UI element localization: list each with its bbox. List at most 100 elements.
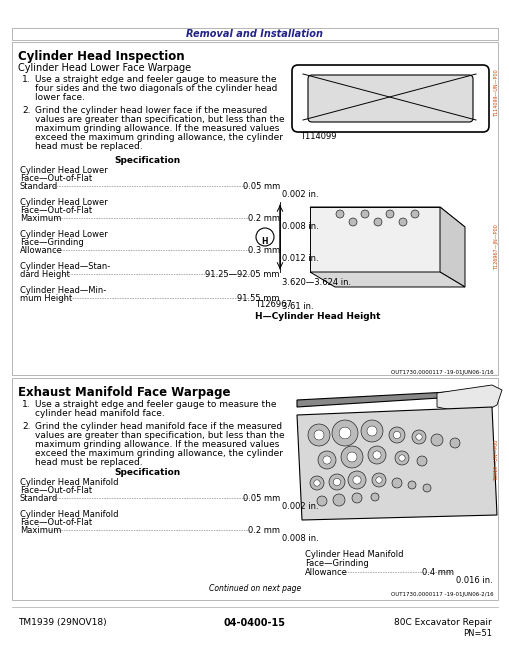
Text: maximum grinding allowance. If the measured values: maximum grinding allowance. If the measu… [35,440,279,449]
Circle shape [372,451,380,459]
Circle shape [328,474,344,490]
Text: lower face.: lower face. [35,93,85,102]
Bar [12,28,497,40]
Text: 91.25—92.05 mm: 91.25—92.05 mm [205,270,279,279]
Text: dard Height: dard Height [20,270,70,279]
Circle shape [391,478,401,488]
Circle shape [338,427,350,439]
Text: Face—Grinding: Face—Grinding [20,238,83,247]
Text: 3.61 in.: 3.61 in. [281,302,313,311]
Text: mum Height: mum Height [20,294,72,303]
Polygon shape [296,390,486,407]
Text: Cylinder Head Manifold: Cylinder Head Manifold [20,478,118,487]
FancyBboxPatch shape [307,75,472,122]
Circle shape [314,430,323,440]
Text: H: H [261,237,268,246]
Text: 0.05 mm: 0.05 mm [242,494,279,503]
Polygon shape [309,207,464,227]
Circle shape [313,480,320,486]
Text: Cylinder Head Manifold: Cylinder Head Manifold [20,510,118,519]
Text: Use a straight edge and feeler gauge to measure the: Use a straight edge and feeler gauge to … [35,75,276,84]
Circle shape [375,477,381,483]
Text: 0.2 mm: 0.2 mm [247,526,279,535]
Circle shape [373,218,381,226]
Circle shape [392,432,400,439]
Circle shape [411,430,425,444]
Text: 0.4 mm: 0.4 mm [421,568,453,577]
Text: exceed the maximum grinding allowance, the cylinder: exceed the maximum grinding allowance, t… [35,449,282,458]
Circle shape [331,420,357,446]
Circle shape [430,434,442,446]
Circle shape [335,210,344,218]
Circle shape [394,451,408,465]
Text: Cylinder Head Lower: Cylinder Head Lower [20,230,107,239]
Text: OUT1730,0000117 -19-01JUN06-2/16: OUT1730,0000117 -19-01JUN06-2/16 [390,592,493,597]
Text: 1.: 1. [22,400,31,409]
Text: Face—Out-of-Flat: Face—Out-of-Flat [20,518,92,527]
Circle shape [347,471,365,489]
Text: Face—Out-of-Flat: Face—Out-of-Flat [20,206,92,215]
Text: head must be replaced.: head must be replaced. [35,458,143,467]
Text: T114099—UN—P00: T114099—UN—P00 [494,69,498,117]
Text: 0.05 mm: 0.05 mm [242,182,279,191]
Text: Maximum: Maximum [20,214,61,223]
Text: 0.012 in.: 0.012 in. [281,254,318,263]
Circle shape [360,420,382,442]
Text: 0.016 in.: 0.016 in. [455,576,492,585]
Text: Maximum: Maximum [20,526,61,535]
Text: Cylinder Head Lower: Cylinder Head Lower [20,198,107,207]
Text: OUT1730,0000117 -19-01JUN06-1/16: OUT1730,0000117 -19-01JUN06-1/16 [390,370,493,375]
Circle shape [398,455,404,461]
Text: Face—Out-of-Flat: Face—Out-of-Flat [20,174,92,183]
Text: 0.2 mm: 0.2 mm [247,214,279,223]
Text: Use a straight edge and feeler gauge to measure the: Use a straight edge and feeler gauge to … [35,400,276,409]
Text: maximum grinding allowance. If the measured values: maximum grinding allowance. If the measu… [35,124,279,133]
Text: 80C Excavator Repair: 80C Excavator Repair [393,618,491,627]
Text: Cylinder Head—Min-: Cylinder Head—Min- [20,286,106,295]
Text: Cylinder Head Inspection: Cylinder Head Inspection [18,50,184,63]
Text: exceed the maximum grinding allowance, the cylinder: exceed the maximum grinding allowance, t… [35,133,282,142]
Text: values are greater than specification, but less than the: values are greater than specification, b… [35,115,284,124]
Bar [12,42,497,375]
Text: Exhaust Manifold Face Warpage: Exhaust Manifold Face Warpage [18,386,230,399]
Circle shape [398,218,406,226]
Text: Specification: Specification [115,468,181,477]
Text: T114099: T114099 [299,132,336,141]
Text: Standard: Standard [20,494,58,503]
Polygon shape [439,207,464,287]
Circle shape [367,446,385,464]
Text: PN=51: PN=51 [462,629,491,638]
Text: T126967—JN—P00: T126967—JN—P00 [494,224,498,270]
Text: 0.002 in.: 0.002 in. [281,190,318,199]
Circle shape [371,473,385,487]
Circle shape [352,476,360,484]
Text: 0.008 in.: 0.008 in. [281,222,318,231]
Polygon shape [296,407,496,520]
Text: Grind the cylinder head lower face if the measured: Grind the cylinder head lower face if th… [35,106,267,115]
Text: 2.: 2. [22,106,31,115]
Text: four sides and the two diagonals of the cylinder head: four sides and the two diagonals of the … [35,84,277,93]
Text: cylinder head manifold face.: cylinder head manifold face. [35,409,164,418]
Circle shape [366,426,376,436]
Text: Cylinder Head Lower: Cylinder Head Lower [20,166,107,175]
FancyBboxPatch shape [292,65,488,132]
Text: 0.002 in.: 0.002 in. [281,502,318,511]
Circle shape [407,481,415,489]
Polygon shape [436,385,501,415]
Text: Grind the cylinder head manifold face if the measured: Grind the cylinder head manifold face if… [35,422,281,431]
Text: head must be replaced.: head must be replaced. [35,142,143,151]
Text: TM1939 (29NOV18): TM1939 (29NOV18) [18,618,106,627]
Text: 3.620—3.624 in.: 3.620—3.624 in. [281,278,350,287]
Text: 04-0400-15: 04-0400-15 [223,618,286,628]
Text: 1.: 1. [22,75,31,84]
Text: values are greater than specification, but less than the: values are greater than specification, b… [35,431,284,440]
Text: Standard: Standard [20,182,58,191]
Text: H—Cylinder Head Height: H—Cylinder Head Height [254,312,380,321]
Text: Allowance: Allowance [304,568,347,577]
Text: Continued on next page: Continued on next page [209,584,300,593]
Circle shape [410,210,418,218]
Text: Specification: Specification [115,156,181,165]
Circle shape [388,427,404,443]
Polygon shape [309,207,439,272]
Circle shape [307,424,329,446]
